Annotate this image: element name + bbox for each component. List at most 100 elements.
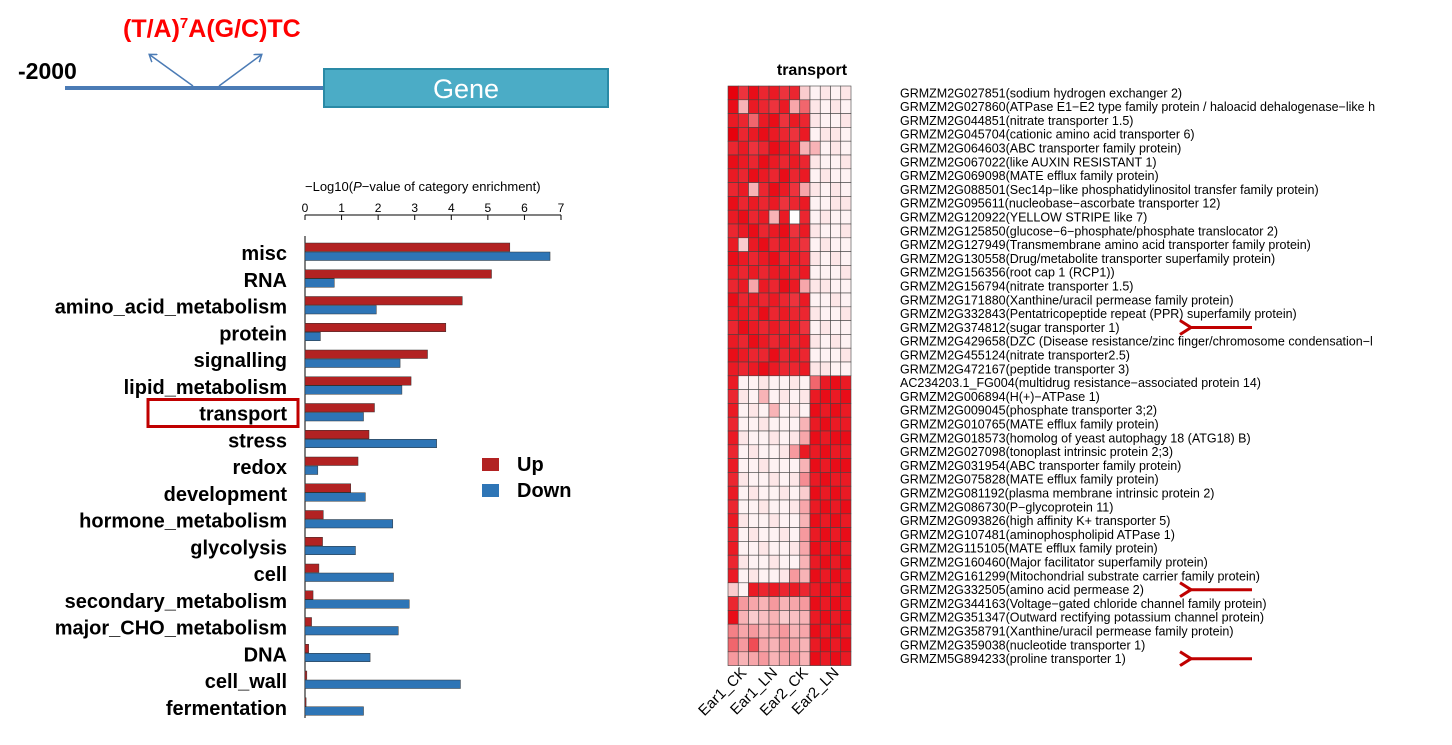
bar-up-secondary-metabolism bbox=[304, 590, 314, 600]
heat-cell bbox=[758, 472, 770, 487]
heat-cell bbox=[737, 430, 749, 446]
heat-cell bbox=[737, 251, 749, 266]
heat-cell bbox=[799, 361, 811, 377]
heat-cell bbox=[737, 403, 749, 418]
heat-cell bbox=[758, 347, 770, 363]
heat-cell bbox=[758, 485, 770, 501]
heat-cell bbox=[840, 582, 852, 597]
heat-cell bbox=[737, 140, 749, 156]
heat-cell bbox=[768, 127, 780, 142]
heat-cell bbox=[758, 513, 770, 528]
heat-cell bbox=[819, 541, 831, 556]
heat-cell bbox=[778, 623, 790, 639]
heatmap-row-labels: GRMZM2G027851(sodium hydrogen exchanger … bbox=[900, 86, 1375, 666]
heat-cell bbox=[789, 444, 801, 459]
heat-cell bbox=[809, 444, 821, 459]
heat-cell bbox=[737, 361, 749, 377]
heat-cell bbox=[768, 458, 780, 473]
heat-cell bbox=[748, 361, 760, 377]
heat-cell bbox=[819, 416, 831, 432]
heat-cell bbox=[727, 168, 739, 183]
heat-cell bbox=[819, 140, 831, 156]
x-tick-label: 0 bbox=[302, 201, 309, 215]
heat-cell bbox=[737, 209, 749, 225]
heat-cell bbox=[727, 251, 739, 266]
heat-cell bbox=[840, 568, 852, 584]
row-label-11: GRMZM2G127949(Transmembrane amino acid t… bbox=[900, 238, 1311, 252]
heat-cell bbox=[809, 320, 821, 335]
heat-cell bbox=[778, 182, 790, 197]
heat-cell bbox=[768, 389, 780, 404]
heat-cell bbox=[748, 334, 760, 349]
heat-cell bbox=[778, 361, 790, 377]
heat-cell bbox=[840, 168, 852, 183]
row-label-38: GRMZM2G351347(Outward rectifying potassi… bbox=[900, 611, 1264, 625]
heat-cell bbox=[768, 499, 780, 515]
x-tick-label: 3 bbox=[411, 201, 418, 215]
heat-cell bbox=[737, 182, 749, 197]
heat-cell bbox=[799, 168, 811, 183]
x-tick-label: 1 bbox=[338, 201, 345, 215]
heat-cell bbox=[799, 651, 811, 666]
heat-cell bbox=[748, 237, 760, 252]
row-label-10: GRMZM2G125850(glucose−6−phosphate/phosph… bbox=[900, 224, 1278, 238]
heat-cell bbox=[840, 513, 852, 528]
heat-cell bbox=[748, 347, 760, 363]
heat-cell bbox=[830, 127, 842, 142]
heat-cell bbox=[789, 113, 801, 128]
heat-cell bbox=[840, 610, 852, 625]
row-label-40: GRMZM2G359038(nucleotide transporter 1) bbox=[900, 638, 1145, 652]
category-label-misc: misc bbox=[241, 243, 287, 265]
heat-cell bbox=[748, 154, 760, 170]
heat-cell bbox=[778, 513, 790, 528]
heat-cell bbox=[727, 223, 739, 239]
row-label-9: GRMZM2G120922(YELLOW STRIPE like 7) bbox=[900, 211, 1147, 225]
heat-cell bbox=[799, 568, 811, 584]
heat-cell bbox=[778, 637, 790, 653]
heat-cell bbox=[809, 209, 821, 225]
heat-cell bbox=[799, 209, 811, 225]
heat-cell bbox=[830, 306, 842, 321]
heat-cell bbox=[778, 223, 790, 239]
heat-cell bbox=[768, 223, 780, 239]
heat-cell bbox=[768, 182, 780, 197]
heat-cell bbox=[748, 292, 760, 308]
heat-cell bbox=[819, 168, 831, 183]
heat-cell bbox=[737, 458, 749, 473]
bar-down-signalling bbox=[304, 358, 401, 368]
heat-cell bbox=[748, 637, 760, 653]
heat-cell bbox=[737, 334, 749, 349]
heat-cell bbox=[830, 527, 842, 542]
bar-down-fermentation bbox=[304, 706, 364, 716]
heat-cell bbox=[799, 347, 811, 363]
heat-cell bbox=[789, 554, 801, 570]
heat-cell bbox=[737, 651, 749, 666]
row-label-33: GRMZM2G115105(MATE efflux family protein… bbox=[900, 542, 1158, 556]
motif-label: (T/A)7A(G/C)TC bbox=[123, 15, 301, 43]
heat-cell bbox=[809, 99, 821, 114]
heat-cell bbox=[758, 334, 770, 349]
heat-cell bbox=[819, 347, 831, 363]
heat-cell bbox=[809, 651, 821, 666]
heat-cell bbox=[737, 196, 749, 211]
heat-cell bbox=[819, 154, 831, 170]
category-label-amino-acid-metabolism: amino_acid_metabolism bbox=[55, 297, 287, 319]
heat-cell bbox=[768, 623, 780, 639]
heat-cell bbox=[799, 444, 811, 459]
heat-cell bbox=[819, 85, 831, 101]
heat-cell bbox=[830, 568, 842, 584]
heat-cell bbox=[758, 527, 770, 542]
heat-cell bbox=[789, 513, 801, 528]
bar-up-protein bbox=[304, 323, 447, 332]
heat-cell bbox=[758, 99, 770, 114]
heat-cell bbox=[748, 582, 760, 597]
heat-cell bbox=[840, 320, 852, 335]
category-label-hormone-metabolism: hormone_metabolism bbox=[79, 511, 287, 533]
heat-cell bbox=[748, 389, 760, 404]
heat-cell bbox=[830, 140, 842, 156]
heat-cell bbox=[809, 140, 821, 156]
heat-cell bbox=[819, 458, 831, 473]
bar-down-transport bbox=[304, 412, 364, 422]
heat-cell bbox=[819, 637, 831, 653]
